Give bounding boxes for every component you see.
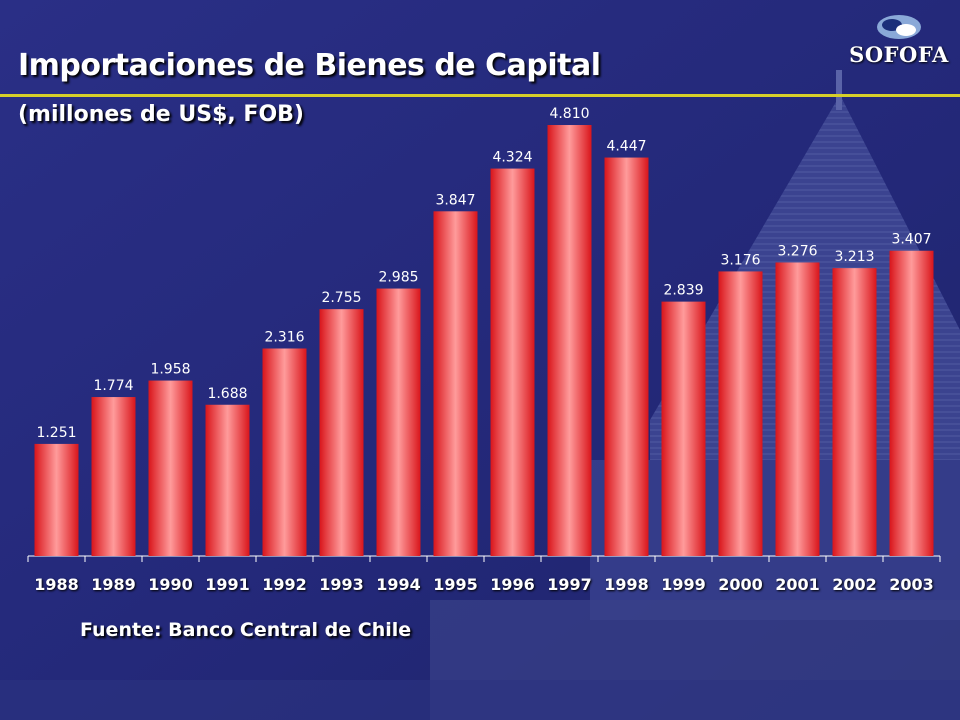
- data-label-1992: 2.316: [264, 329, 304, 345]
- x-tick-label-1991: 1991: [205, 575, 250, 594]
- x-tick-label-2000: 2000: [718, 575, 763, 594]
- data-label-2002: 3.213: [834, 249, 874, 265]
- x-tick-label-1994: 1994: [376, 575, 421, 594]
- bar-2001: [775, 262, 820, 556]
- x-tick-label-1998: 1998: [604, 575, 649, 594]
- bar-1996: [490, 168, 535, 557]
- data-label-2003: 3.407: [891, 232, 931, 248]
- bar-1997: [547, 125, 592, 557]
- bar-1998: [604, 157, 649, 556]
- bar-1993: [319, 309, 364, 556]
- bar-1991: [205, 404, 250, 556]
- sofofa-logo: SOFOFA: [848, 12, 950, 74]
- x-tick-label-1999: 1999: [661, 575, 706, 594]
- data-label-1999: 2.839: [663, 283, 703, 299]
- bar-2000: [718, 271, 763, 556]
- data-label-1998: 4.447: [606, 139, 646, 155]
- x-tick-label-2003: 2003: [889, 575, 934, 594]
- logo-emblem-icon: [877, 15, 921, 39]
- data-label-2000: 3.176: [720, 252, 760, 268]
- source-note: Fuente: Banco Central de Chile: [80, 619, 412, 641]
- x-tick-label-1990: 1990: [148, 575, 193, 594]
- bar-1995: [433, 211, 478, 556]
- bar-2002: [832, 268, 877, 556]
- x-tick-label-1993: 1993: [319, 575, 364, 594]
- page-title: Importaciones de Bienes de Capital: [18, 48, 601, 83]
- x-tick-label-1997: 1997: [547, 575, 592, 594]
- data-label-1988: 1.251: [36, 425, 76, 441]
- x-tick-label-2001: 2001: [775, 575, 820, 594]
- bar-1992: [262, 348, 307, 556]
- bar-1999: [661, 301, 706, 556]
- page-subtitle: (millones de US$, FOB): [18, 102, 304, 127]
- bar-1988: [34, 443, 79, 556]
- bar-1990: [148, 380, 193, 556]
- title-divider: [0, 94, 960, 97]
- data-label-1989: 1.774: [93, 378, 133, 394]
- x-tick-label-1992: 1992: [262, 575, 307, 594]
- x-tick-label-1995: 1995: [433, 575, 478, 594]
- data-label-1990: 1.958: [150, 362, 190, 378]
- x-tick-label-1996: 1996: [490, 575, 535, 594]
- data-label-1993: 2.755: [321, 290, 361, 306]
- data-label-1997: 4.810: [549, 106, 589, 122]
- data-label-2001: 3.276: [777, 243, 817, 259]
- x-tick-label-1988: 1988: [34, 575, 79, 594]
- bar-2003: [889, 250, 934, 557]
- data-label-1995: 3.847: [435, 192, 475, 208]
- bar-1994: [376, 288, 421, 556]
- x-tick-label-2002: 2002: [832, 575, 877, 594]
- data-label-1996: 4.324: [492, 150, 532, 166]
- data-label-1991: 1.688: [207, 386, 247, 402]
- bar-1989: [91, 397, 136, 556]
- logo-text: SOFOFA: [849, 42, 949, 67]
- data-label-1994: 2.985: [378, 270, 418, 286]
- x-tick-label-1989: 1989: [91, 575, 136, 594]
